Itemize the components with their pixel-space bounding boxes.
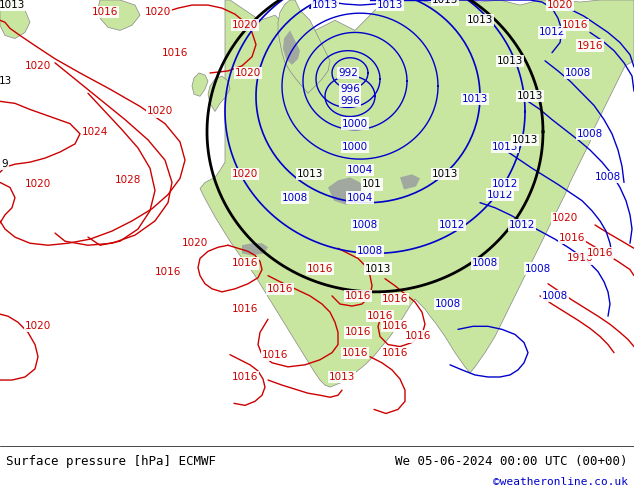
Text: 1016: 1016 [559,233,585,243]
Text: 996: 996 [340,97,360,106]
Text: 1016: 1016 [345,291,371,301]
Text: 992: 992 [338,68,358,78]
Text: 1916: 1916 [577,41,603,50]
Text: 1016: 1016 [232,372,258,382]
Text: 1016: 1016 [307,264,333,273]
Text: 1024: 1024 [82,127,108,137]
Text: We 05-06-2024 00:00 UTC (00+00): We 05-06-2024 00:00 UTC (00+00) [395,455,628,468]
Text: 1013: 1013 [432,170,458,179]
Text: 1013: 1013 [0,0,25,10]
Text: 1916: 1916 [567,253,593,264]
Polygon shape [208,76,230,112]
Text: 1020: 1020 [235,68,261,78]
Text: 1016: 1016 [405,331,431,342]
Text: 1016: 1016 [345,327,371,338]
Polygon shape [200,0,634,387]
Text: 1020: 1020 [25,321,51,331]
Text: 1016: 1016 [92,7,118,17]
Text: 1016: 1016 [262,350,288,360]
Text: 1013: 1013 [432,0,458,5]
Text: 1016: 1016 [232,259,258,269]
Text: 1020: 1020 [147,106,173,117]
Text: 13: 13 [0,76,11,86]
Text: 1013: 1013 [377,0,403,10]
Text: 1016: 1016 [587,248,613,258]
Text: 1008: 1008 [352,220,378,230]
Text: 1008: 1008 [565,68,591,78]
Text: 1020: 1020 [232,170,258,179]
Text: 1028: 1028 [115,175,141,185]
Text: 1020: 1020 [182,238,208,248]
Text: 1008: 1008 [282,193,308,202]
Text: 1012: 1012 [487,190,513,199]
Text: 1016: 1016 [382,321,408,331]
Polygon shape [192,73,208,96]
Polygon shape [328,177,365,205]
Text: 1013: 1013 [329,372,355,382]
Text: 1016: 1016 [367,311,393,321]
Text: 1012: 1012 [539,27,565,37]
Text: 1016: 1016 [155,267,181,276]
Text: 1013: 1013 [312,0,338,10]
Text: 1020: 1020 [145,7,171,17]
Text: Surface pressure [hPa] ECMWF: Surface pressure [hPa] ECMWF [6,455,216,468]
Text: 1020: 1020 [25,61,51,71]
Text: 1020: 1020 [552,213,578,223]
Text: 1016: 1016 [267,284,293,294]
Text: 1016: 1016 [342,348,368,358]
Polygon shape [400,174,420,190]
Text: 1016: 1016 [562,21,588,30]
Text: 1013: 1013 [517,91,543,101]
Text: 1004: 1004 [347,193,373,202]
Text: 1008: 1008 [577,129,603,139]
Text: 1008: 1008 [435,299,461,309]
Text: 996: 996 [340,84,360,94]
Polygon shape [242,243,268,255]
Text: 1016: 1016 [382,348,408,358]
Text: 1013: 1013 [365,264,391,273]
Text: 1020: 1020 [25,179,51,190]
Text: 1013: 1013 [462,94,488,104]
Text: 1012: 1012 [439,220,465,230]
Text: 1013: 1013 [497,56,523,66]
Text: 1004: 1004 [347,165,373,175]
Text: 1013: 1013 [467,15,493,25]
Polygon shape [0,0,30,39]
Text: 1020: 1020 [547,0,573,10]
Text: 1008: 1008 [472,259,498,269]
Polygon shape [283,30,300,65]
Text: 1000: 1000 [342,142,368,152]
Text: 1013: 1013 [512,135,538,145]
Text: 1016: 1016 [232,304,258,314]
Polygon shape [98,0,140,30]
Text: 101: 101 [362,179,382,190]
Text: 1008: 1008 [542,291,568,301]
Text: 1013: 1013 [297,170,323,179]
Text: 1013: 1013 [492,142,518,152]
Text: 1016: 1016 [382,294,408,304]
Text: ©weatheronline.co.uk: ©weatheronline.co.uk [493,477,628,487]
Polygon shape [278,0,330,93]
Text: 1012: 1012 [509,220,535,230]
Text: 1008: 1008 [357,246,383,256]
Text: 1008: 1008 [525,264,551,273]
Text: 1016: 1016 [162,48,188,58]
Text: 1012: 1012 [492,179,518,190]
Text: 1000: 1000 [342,119,368,129]
Text: 9: 9 [2,159,8,169]
Text: 1008: 1008 [595,172,621,182]
Text: 1020: 1020 [232,21,258,30]
